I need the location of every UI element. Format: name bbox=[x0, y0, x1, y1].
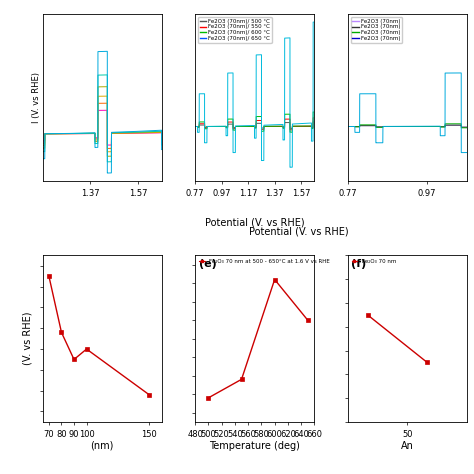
Legend: Fe₂O₃ 70 nm at 500 - 650°C at 1.6 V vs RHE: Fe₂O₃ 70 nm at 500 - 650°C at 1.6 V vs R… bbox=[198, 258, 331, 265]
Text: (f): (f) bbox=[351, 259, 366, 269]
Legend: Fe2O3 (70nm)/ 500 °C, Fe2O3 (70nm)/ 550 °C, Fe2O3 (70nm)/ 600 °C, Fe2O3 (70nm)/ : Fe2O3 (70nm)/ 500 °C, Fe2O3 (70nm)/ 550 … bbox=[198, 17, 272, 43]
Text: (b): (b) bbox=[199, 18, 217, 27]
X-axis label: Temperature (deg): Temperature (deg) bbox=[210, 440, 300, 451]
Legend: Fe₂O₃ 70 nm: Fe₂O₃ 70 nm bbox=[350, 258, 397, 265]
X-axis label: (nm): (nm) bbox=[91, 440, 114, 451]
Y-axis label: I (V. vs RHE): I (V. vs RHE) bbox=[32, 72, 41, 123]
Text: (c): (c) bbox=[351, 18, 368, 27]
Text: (e): (e) bbox=[199, 259, 217, 269]
Text: Potential (V. vs RHE): Potential (V. vs RHE) bbox=[249, 227, 348, 237]
Y-axis label: (V. vs RHE): (V. vs RHE) bbox=[23, 312, 33, 365]
Legend: Fe2O3 (70nm), Fe2O3 (70nm), Fe2O3 (70nm), Fe2O3 (70nm): Fe2O3 (70nm), Fe2O3 (70nm), Fe2O3 (70nm)… bbox=[350, 17, 401, 43]
Text: Potential (V. vs RHE): Potential (V. vs RHE) bbox=[205, 217, 305, 227]
X-axis label: An: An bbox=[401, 440, 414, 451]
